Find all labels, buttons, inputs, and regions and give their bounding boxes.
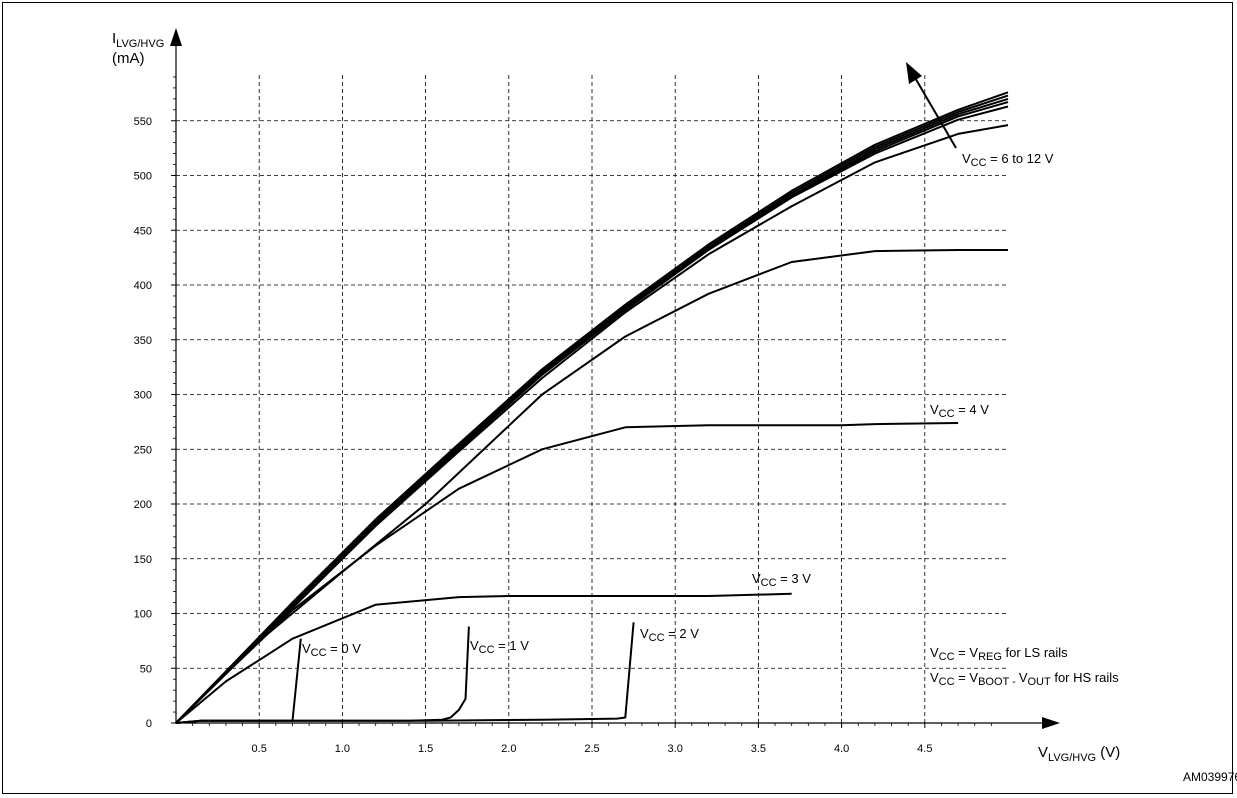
series-annotation-2: VCC = 2 V: [640, 626, 699, 644]
x-tick-label-4: 4.0: [834, 743, 849, 755]
series-annotation-3: VCC = 3 V: [752, 571, 811, 589]
y-tick-label-100: 100: [134, 609, 152, 621]
annotations: VCC = 0 V VCC = 1 V VCC = 2 V VCC = 3 V VCC …: [302, 151, 1054, 659]
y-tick-label-350: 350: [134, 335, 152, 347]
note-line-1: VCC = VBOOT - VOUT for HS rails: [930, 670, 1119, 688]
y-tick-label-400: 400: [134, 280, 152, 292]
series-line-2: [176, 622, 634, 723]
x-tick-label-2.5: 2.5: [584, 743, 599, 755]
y-tick-label-300: 300: [134, 390, 152, 402]
series-annotation-5: VCC = 6 to 12 V: [962, 151, 1054, 169]
y-tick-label-200: 200: [134, 499, 152, 511]
y-tick-label-550: 550: [134, 116, 152, 128]
y-axis-unit: (mA): [112, 50, 145, 67]
increase-arrow-line: [914, 76, 956, 148]
series-annotation-1: VCC = 1 V: [470, 638, 529, 656]
notes: VCC = VREG for LS rails VCC = VBOOT - VOU…: [930, 645, 1119, 688]
x-tick-label-2: 2.0: [501, 743, 516, 755]
y-tick-label-500: 500: [134, 171, 152, 183]
y-tick-label-0: 0: [146, 718, 152, 730]
x-tick-label-4.5: 4.5: [917, 743, 932, 755]
x-tick-label-3.5: 3.5: [751, 743, 766, 755]
series-line-0: [176, 639, 301, 723]
note-line-0: VCC = VREG for LS rails: [930, 645, 1068, 663]
series-line-4: [176, 423, 958, 723]
figure-code: AM039976: [1183, 770, 1237, 784]
x-axis-label: VLVG/HVG (V): [1038, 744, 1120, 764]
y-axis-label: ILVG/HVG: [112, 30, 164, 50]
x-tick-label-1.5: 1.5: [418, 743, 433, 755]
ticks: 0 50 100 150 200 250 300 350 400 450 500 550 0.5 1.0 1…: [134, 77, 992, 755]
y-tick-label-150: 150: [134, 554, 152, 566]
x-axis-arrow: [1042, 717, 1060, 729]
x-tick-label-0.5: 0.5: [252, 743, 267, 755]
y-tick-label-50: 50: [140, 663, 152, 675]
grid: [176, 74, 1008, 723]
y-axis-arrow: [170, 28, 182, 46]
y-tick-label-450: 450: [134, 225, 152, 237]
x-tick-label-1: 1.0: [335, 743, 350, 755]
x-tick-label-3: 3.0: [668, 743, 683, 755]
series-annotation-4: VCC = 4 V: [930, 402, 989, 420]
series-line-1: [176, 627, 469, 723]
series-annotation-0: VCC = 0 V: [302, 641, 361, 659]
y-tick-label-250: 250: [134, 444, 152, 456]
increase-arrow-head: [906, 62, 922, 84]
